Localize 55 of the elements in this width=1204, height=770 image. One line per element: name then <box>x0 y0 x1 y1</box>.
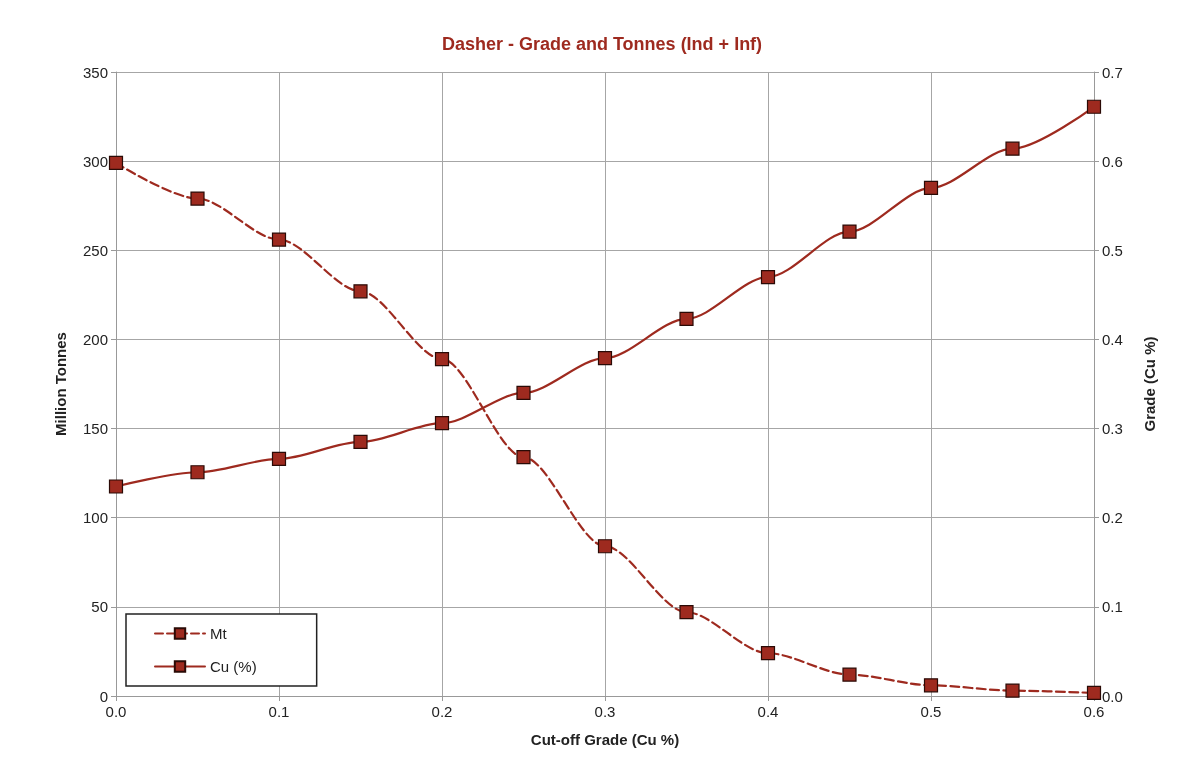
x-tick-label: 0.0 <box>105 703 127 720</box>
point <box>516 450 531 465</box>
x-tick-label: 0.1 <box>268 703 290 720</box>
y2-axis-title: Grade (Cu %) <box>1141 336 1158 432</box>
point <box>353 434 368 450</box>
point <box>190 465 205 480</box>
y-tick-label: 150 <box>82 420 108 438</box>
point <box>108 155 124 171</box>
y2-tick-label: 0.2 <box>1102 509 1123 527</box>
y2-tick-label: 0.5 <box>1102 241 1123 259</box>
y-tick-label: 200 <box>82 330 108 348</box>
point <box>842 224 857 239</box>
x-tick-label: 0.2 <box>431 703 453 720</box>
y-tick-label: 50 <box>91 598 108 616</box>
point <box>271 232 287 247</box>
point <box>597 539 613 554</box>
point <box>353 284 368 299</box>
y2-tick-label: 0.7 <box>1102 63 1123 81</box>
legend-label: Cu (%) <box>210 658 257 675</box>
x-tick-label: 0.4 <box>757 703 779 720</box>
point <box>190 191 205 206</box>
y-tick-label: 0 <box>99 687 108 705</box>
y2-tick-label: 0.6 <box>1102 152 1123 170</box>
point <box>271 451 287 466</box>
point <box>516 385 531 401</box>
point <box>842 667 857 682</box>
x-tick-label: 0.3 <box>594 703 616 720</box>
point <box>760 269 776 285</box>
y-tick-label: 350 <box>82 63 108 81</box>
point <box>760 646 776 661</box>
x-tick-label: 0.6 <box>1083 703 1105 720</box>
point <box>1005 683 1020 698</box>
x-tick-label: 0.5 <box>920 703 942 720</box>
point <box>679 605 694 620</box>
y-tick-label: 250 <box>82 241 108 259</box>
y2-tick-label: 0.4 <box>1102 330 1123 348</box>
point <box>923 180 939 195</box>
point <box>679 311 694 327</box>
point <box>1086 685 1102 701</box>
legend-label: Mt <box>210 625 228 642</box>
y2-tick-label: 0.1 <box>1102 598 1123 616</box>
point <box>1005 141 1020 156</box>
point <box>108 479 124 494</box>
point <box>434 351 450 367</box>
point <box>434 416 450 431</box>
point <box>1086 99 1102 114</box>
point <box>923 678 939 693</box>
y2-tick-label: 0.3 <box>1102 420 1123 438</box>
y2-tick-label: 0.0 <box>1102 687 1123 705</box>
x-axis-title: Cut-off Grade (Cu %) <box>530 731 680 748</box>
point <box>597 351 613 366</box>
y-tick-label: 300 <box>82 152 108 170</box>
y-axis-title: Million Tonnes <box>52 332 69 436</box>
y-tick-label: 100 <box>82 509 108 527</box>
chart-title: Dasher - Grade and Tonnes (Ind + Inf) <box>441 34 763 54</box>
